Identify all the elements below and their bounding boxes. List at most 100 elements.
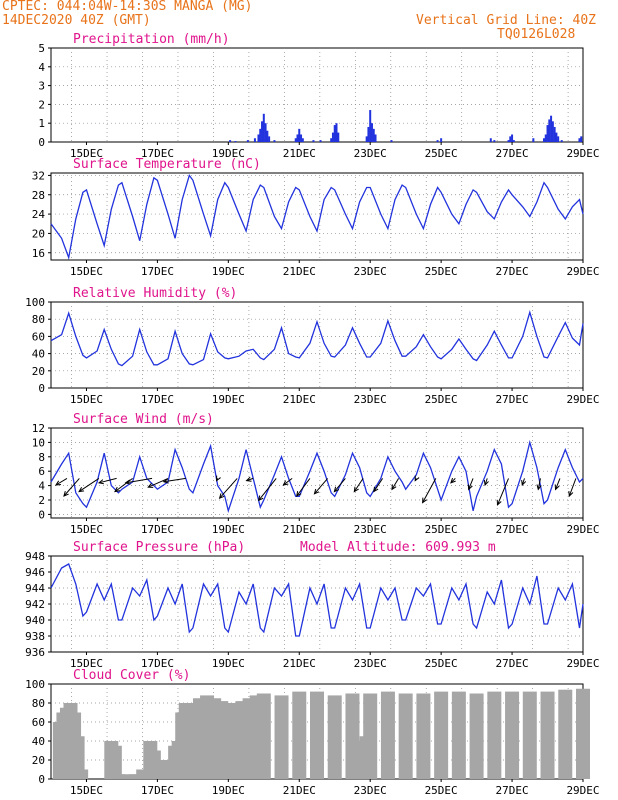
precipitation-bar [296, 134, 299, 142]
cloud-cover-bar [505, 691, 520, 779]
precipitation-bar [330, 138, 333, 142]
precipitation-bar [372, 128, 375, 142]
wind-arrow [373, 478, 384, 492]
header-model-code: TQ0126L028 [497, 27, 576, 42]
precipitation-xtick-label: 21DEC [283, 147, 316, 160]
precipitation-bar [553, 126, 556, 142]
cloud-cover-bar [327, 695, 342, 779]
precipitation-bar [436, 140, 439, 142]
wind-arrow [163, 477, 186, 483]
relative-humidity-xtick-label: 17DEC [141, 393, 174, 406]
wind-arrow [497, 478, 509, 505]
precipitation-bar [337, 132, 340, 142]
surface-pressure-xtick-label: 25DEC [425, 657, 458, 670]
precipitation-ytick-label: 1 [38, 117, 45, 130]
precipitation-bar [369, 110, 372, 142]
surface-wind-xtick-label: 15DEC [70, 523, 103, 536]
surface-pressure-panel: 936 938 940 942 944 946 948 15DEC 17DEC 19DEC 21DE… [25, 540, 599, 670]
surface-wind-ytick-label: 10 [32, 436, 45, 449]
relative-humidity-ytick-label: 80 [32, 313, 45, 326]
precipitation-ytick-label: 2 [38, 98, 45, 111]
surface-pressure-ytick-label: 942 [25, 598, 45, 611]
surface-pressure-xtick-label: 19DEC [212, 657, 245, 670]
wind-arrow [258, 478, 277, 501]
cloud-cover-bar [522, 691, 537, 779]
cloud-cover-bar [398, 693, 413, 779]
surface-temperature-xtick-label: 15DEC [70, 265, 103, 278]
surface-pressure-ytick-label: 940 [25, 614, 45, 627]
wind-arrow-head [450, 477, 456, 484]
wind-arrow [555, 478, 561, 490]
precipitation-bar [301, 138, 304, 142]
surface-temperature-ytick-label: 16 [32, 247, 45, 260]
wind-arrow-head [391, 484, 397, 491]
surface-temperature-title: Surface Temperature (nC) [73, 157, 261, 172]
surface-pressure-title: Surface Pressure (hPa) [73, 540, 245, 555]
surface-wind-series-line [50, 439, 584, 514]
surface-pressure-xtick-label: 27DEC [496, 657, 529, 670]
relative-humidity-series-line [50, 309, 584, 367]
wind-arrow-head [467, 484, 473, 491]
relative-humidity-ytick-label: 0 [38, 382, 45, 395]
precipitation-bar [259, 128, 262, 142]
precipitation-bar [300, 134, 303, 142]
precipitation-bar [532, 138, 535, 142]
surface-temperature-xtick-label: 29DEC [566, 265, 599, 278]
wind-arrow-head [78, 487, 85, 493]
surface-pressure-subtitle: Model Altitude: 609.993 m [300, 540, 496, 555]
wind-arrow [55, 477, 68, 486]
wind-arrow-head [63, 491, 69, 497]
precipitation-bar [550, 115, 553, 142]
wind-arrow-head [216, 475, 221, 482]
surface-temperature-ytick-label: 32 [32, 169, 45, 182]
cloud-cover-bar [256, 693, 271, 779]
precipitation-bar [261, 121, 264, 142]
relative-humidity-xtick-label: 15DEC [70, 393, 103, 406]
relative-humidity-xtick-label: 25DEC [425, 393, 458, 406]
wind-arrow [537, 478, 541, 490]
cloud-cover-xtick-label: 23DEC [354, 784, 387, 797]
surface-wind-xtick-label: 27DEC [496, 523, 529, 536]
cloud-cover-bar [469, 693, 484, 779]
precipitation-bar [273, 140, 276, 142]
wind-arrow [63, 478, 80, 497]
precipitation-bar [229, 140, 232, 142]
precipitation-bar [560, 140, 563, 142]
precipitation-xtick-label: 27DEC [496, 147, 529, 160]
wind-arrow-head [554, 484, 560, 491]
cloud-cover-ytick-label: 40 [32, 735, 45, 748]
surface-pressure-xtick-label: 21DEC [283, 657, 316, 670]
surface-temperature-ytick-label: 20 [32, 227, 45, 240]
relative-humidity-ytick-label: 60 [32, 330, 45, 343]
precipitation-bar [555, 132, 558, 142]
cloud-cover-ytick-label: 0 [38, 773, 45, 786]
wind-arrow-head [483, 479, 489, 487]
precipitation-bar [262, 113, 265, 142]
surface-wind-xtick-label: 25DEC [425, 523, 458, 536]
surface-wind-ytick-label: 4 [38, 480, 45, 493]
cloud-cover-panel: 0 20 40 60 80 100 15DEC 17DEC 19DEC 21DEC 23DEC 25D… [25, 668, 599, 797]
precipitation-ytick-label: 4 [38, 61, 45, 74]
relative-humidity-xtick-label: 23DEC [354, 393, 387, 406]
wind-arrow-head [124, 479, 131, 485]
precipitation-bar [507, 140, 510, 142]
wind-arrow [468, 478, 474, 490]
precipitation-ytick-label: 3 [38, 80, 45, 93]
wind-arrow [296, 478, 311, 497]
wind-arrow [422, 478, 437, 503]
surface-temperature-xtick-label: 27DEC [496, 265, 529, 278]
surface-wind-xtick-label: 29DEC [566, 523, 599, 536]
wind-arrow-head [313, 488, 320, 495]
surface-pressure-ytick-label: 948 [25, 550, 45, 563]
precipitation-bar [312, 140, 315, 142]
precipitation-bar [544, 134, 547, 142]
cloud-cover-bar [434, 691, 449, 779]
wind-arrow-head [257, 495, 264, 502]
precipitation-bar [440, 138, 443, 142]
precipitation-bar [257, 134, 260, 142]
surface-temperature-panel: 16 20 24 28 32 15DEC 17DEC 19DEC 21DEC 23DEC 25DEC… [32, 157, 600, 278]
header-date: 14DEC2020 40Z (GMT) [2, 13, 151, 28]
wind-arrow [333, 478, 346, 492]
relative-humidity-xtick-label: 29DEC [566, 393, 599, 406]
wind-arrow-head [373, 486, 379, 493]
